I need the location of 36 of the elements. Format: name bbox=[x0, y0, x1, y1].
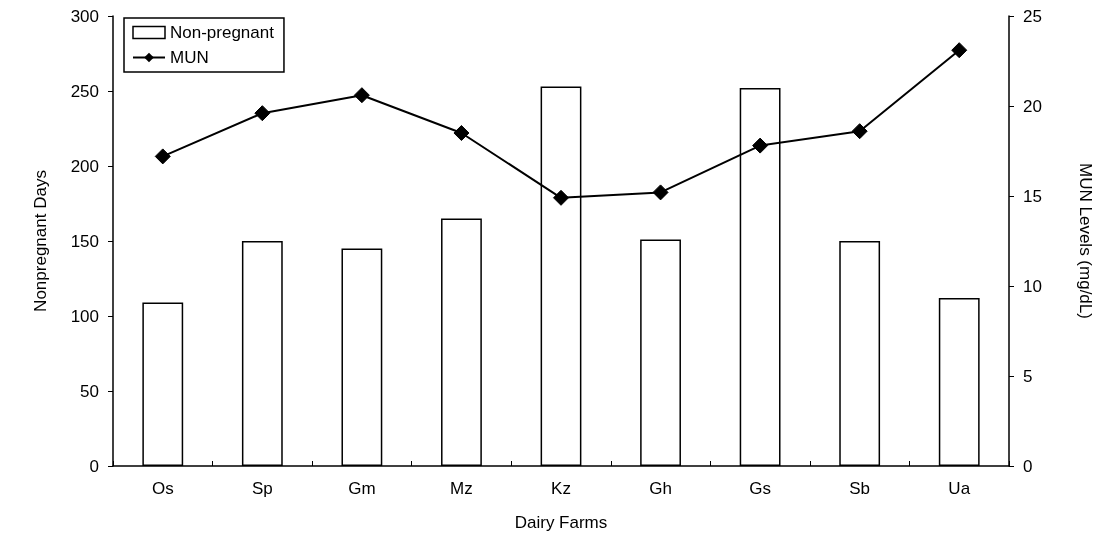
y-tick-label: 250 bbox=[70, 81, 99, 101]
y2-tick-label: 5 bbox=[1023, 366, 1033, 386]
x-tick-label: Os bbox=[151, 479, 174, 498]
y2-tick-label: 15 bbox=[1023, 186, 1042, 206]
y-tick-label: 150 bbox=[70, 231, 99, 251]
x-tick-label: Ua bbox=[948, 479, 971, 498]
y-tick-label: 300 bbox=[70, 6, 99, 26]
legend-label: Non-pregnant bbox=[170, 23, 275, 42]
y-tick-label: 200 bbox=[70, 156, 99, 176]
y2-axis-title: MUN Levels (mg/dL) bbox=[1076, 163, 1095, 319]
y2-tick-label: 20 bbox=[1023, 96, 1042, 116]
y-tick-label: 50 bbox=[80, 381, 99, 401]
x-tick-label: Sb bbox=[849, 479, 871, 498]
x-tick-label: Kz bbox=[551, 479, 571, 498]
point bbox=[851, 123, 868, 140]
point bbox=[951, 42, 968, 59]
x-tick-label: Mz bbox=[450, 479, 473, 498]
y2-tick-label: 10 bbox=[1023, 276, 1042, 296]
x-tick-label: Sp bbox=[251, 479, 273, 498]
point bbox=[453, 125, 470, 141]
point bbox=[752, 137, 769, 154]
x-tick-label: Gm bbox=[348, 479, 376, 498]
y-axis-title: Nonpregnant Days bbox=[31, 170, 50, 312]
point bbox=[254, 105, 271, 122]
legend-label: MUN bbox=[170, 48, 209, 67]
x-tick-label: Gh bbox=[649, 479, 672, 498]
point bbox=[652, 184, 669, 201]
point bbox=[353, 87, 370, 104]
point bbox=[553, 189, 569, 206]
point bbox=[154, 148, 171, 165]
y-tick-label: 100 bbox=[70, 306, 99, 326]
x-tick-label: Gs bbox=[749, 479, 771, 498]
x-axis-title: Dairy Farms bbox=[514, 513, 608, 532]
y-tick-label: 0 bbox=[89, 456, 99, 476]
y2-tick-label: 0 bbox=[1023, 456, 1033, 476]
y2-tick-label: 25 bbox=[1023, 6, 1042, 26]
